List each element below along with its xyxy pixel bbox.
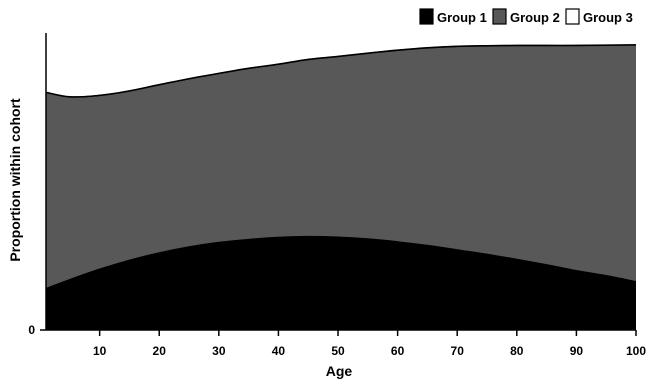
x-tick-label: 30 (212, 344, 226, 358)
x-tick-label: 50 (331, 344, 345, 358)
legend: Group 1 Group 2 Group 3 (417, 6, 637, 27)
x-tick-label: 100 (626, 344, 646, 358)
x-tick-label: 70 (451, 344, 465, 358)
group-2-upper-edge (45, 44, 637, 98)
x-tick-label: 40 (272, 344, 286, 358)
area-group-3 (46, 33, 636, 97)
x-tick-label: 10 (93, 344, 107, 358)
plot-area (45, 33, 637, 330)
legend-label-group-1: Group 1 (437, 10, 487, 25)
area-group-1 (46, 236, 636, 330)
legend-swatch-group-1 (419, 8, 434, 25)
legend-label-group-3: Group 3 (583, 10, 633, 25)
x-tick-label: 20 (153, 344, 167, 358)
legend-swatch-group-3 (565, 8, 580, 25)
legend-swatch-group-2 (492, 8, 507, 25)
area-group-2 (46, 44, 636, 289)
x-axis-title: Age (326, 363, 353, 379)
legend-background (417, 6, 637, 27)
y-axis-title: Proportion within cohort (7, 98, 23, 262)
axes: 10 20 30 40 50 60 70 80 90 100 0 (28, 33, 646, 358)
x-tick-label: 60 (391, 344, 405, 358)
x-tick-label: 90 (570, 344, 584, 358)
x-tick-label: 80 (510, 344, 524, 358)
boundary-line-1 (45, 235, 637, 289)
y-tick-label: 0 (28, 323, 35, 337)
legend-label-group-2: Group 2 (510, 10, 560, 25)
